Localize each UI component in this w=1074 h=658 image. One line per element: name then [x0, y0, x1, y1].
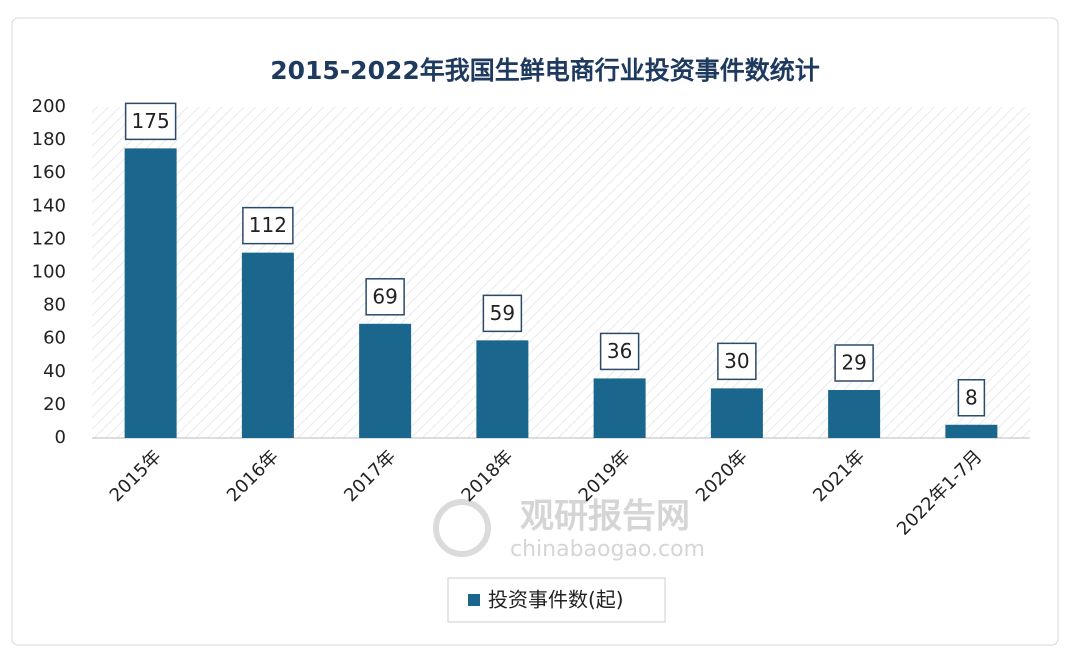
data-label: 36 — [607, 339, 632, 363]
data-label-box — [482, 294, 523, 333]
bar — [593, 378, 646, 438]
y-tick-label: 100 — [32, 262, 66, 283]
bar — [241, 252, 294, 438]
bar — [124, 148, 177, 438]
bar — [828, 390, 881, 438]
legend-label: 投资事件数(起) — [488, 588, 624, 612]
plot-background — [92, 107, 1030, 438]
watermark: 观研报告网 chinabaogao.com — [433, 497, 705, 562]
data-label-box — [242, 206, 294, 245]
y-tick-label: 80 — [43, 295, 66, 316]
y-tick-label: 120 — [32, 228, 66, 249]
bar — [359, 323, 412, 438]
watermark-logo — [433, 499, 491, 557]
data-label-box — [599, 332, 640, 371]
y-tick-label: 200 — [32, 96, 66, 117]
data-label: 59 — [490, 301, 515, 325]
y-tick-label: 180 — [32, 129, 66, 150]
data-label: 175 — [132, 109, 170, 133]
chart-title: 2015-2022年我国生鲜电商行业投资事件数统计 — [270, 56, 820, 85]
watermark-name: 观研报告网 — [520, 497, 690, 537]
data-label-box — [834, 344, 874, 382]
data-label-box — [957, 379, 986, 417]
data-label-box — [717, 342, 757, 381]
data-label: 8 — [965, 385, 978, 409]
watermark-url: chinabaogao.com — [510, 537, 705, 562]
y-tick-label: 160 — [32, 162, 66, 183]
y-tick-label: 60 — [43, 328, 66, 349]
legend-box — [447, 577, 666, 623]
bar — [945, 424, 998, 438]
y-tick-label: 40 — [43, 361, 66, 382]
data-label: 29 — [841, 351, 866, 375]
bar — [476, 340, 529, 438]
data-label: 69 — [372, 284, 397, 308]
data-label: 112 — [249, 213, 287, 237]
y-tick-label: 20 — [43, 394, 66, 415]
data-label-box — [365, 278, 405, 316]
data-label: 30 — [724, 349, 749, 373]
y-tick-label: 0 — [55, 427, 66, 448]
y-tick-label: 140 — [32, 195, 66, 216]
bar — [710, 388, 763, 438]
legend-swatch — [468, 594, 480, 606]
data-label-box — [124, 102, 177, 141]
